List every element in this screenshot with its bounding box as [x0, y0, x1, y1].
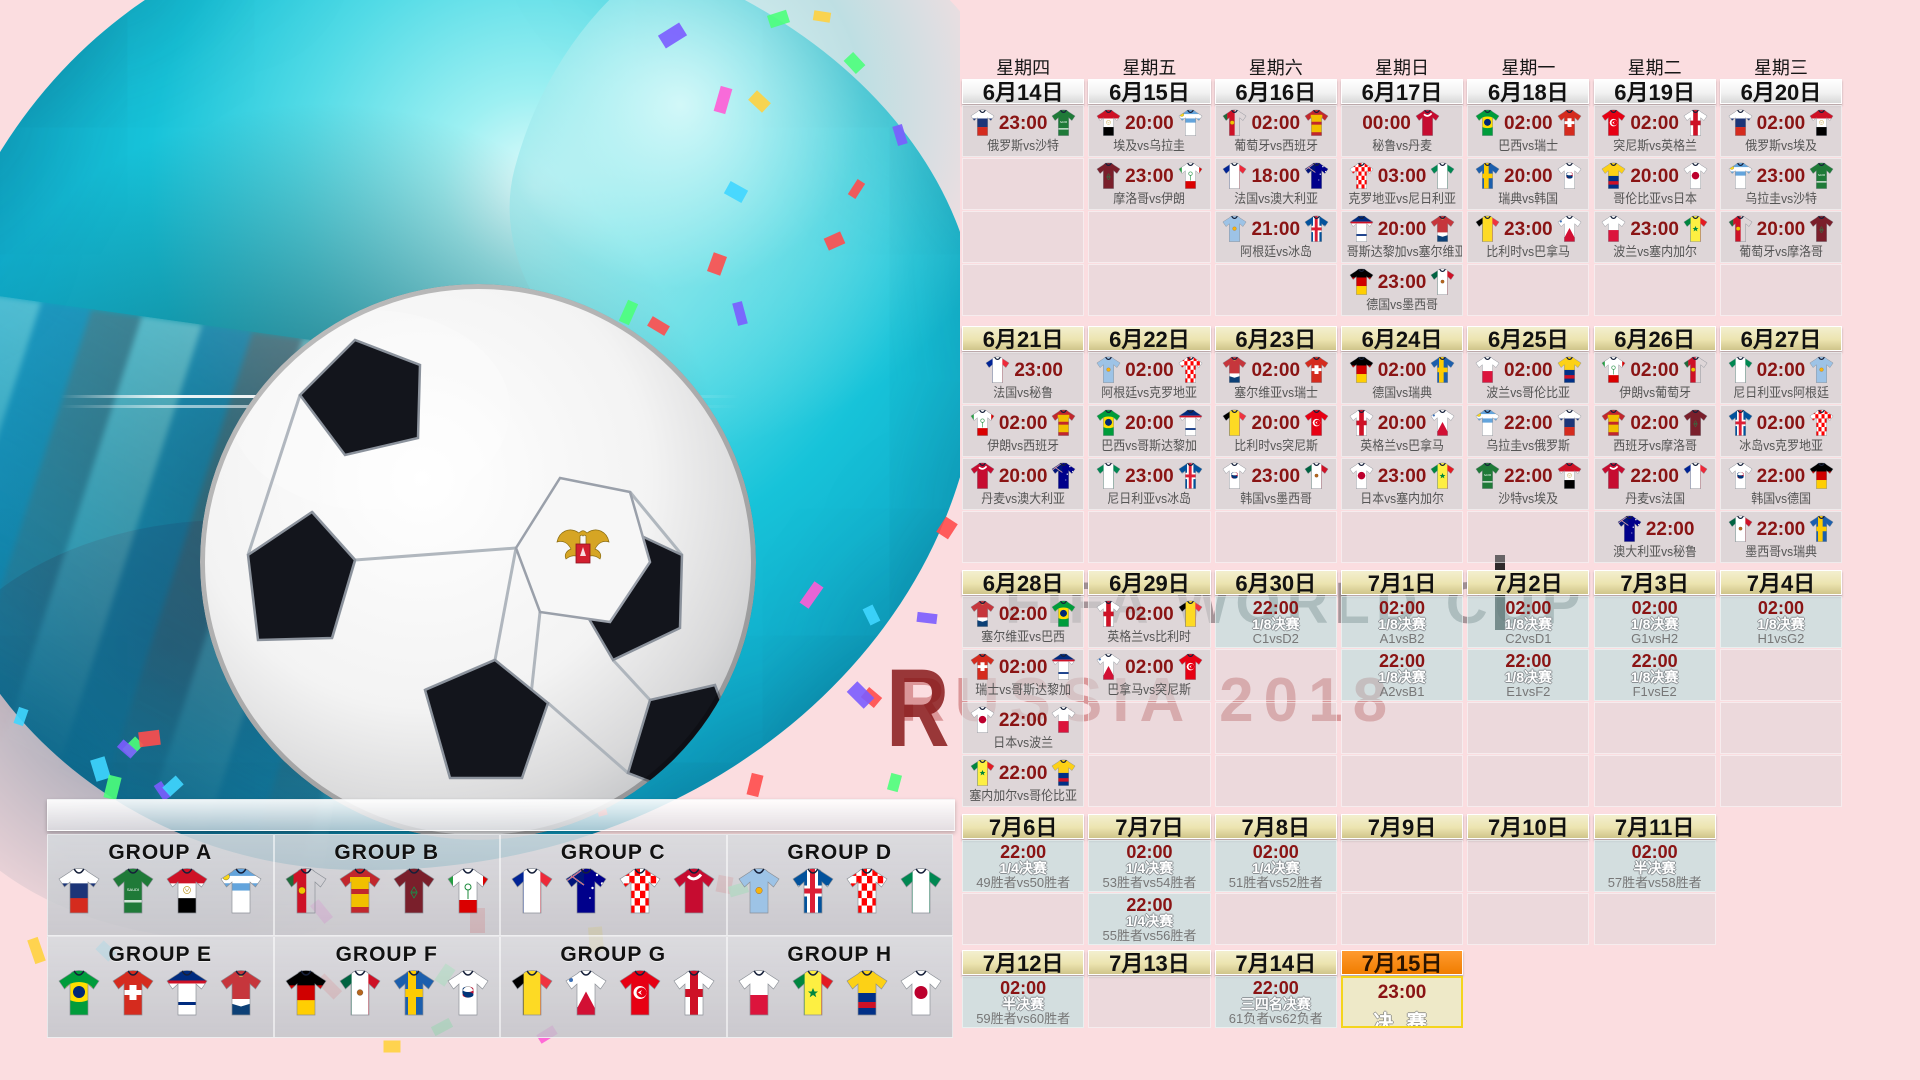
svg-text:SAUDI: SAUDI	[127, 887, 139, 892]
